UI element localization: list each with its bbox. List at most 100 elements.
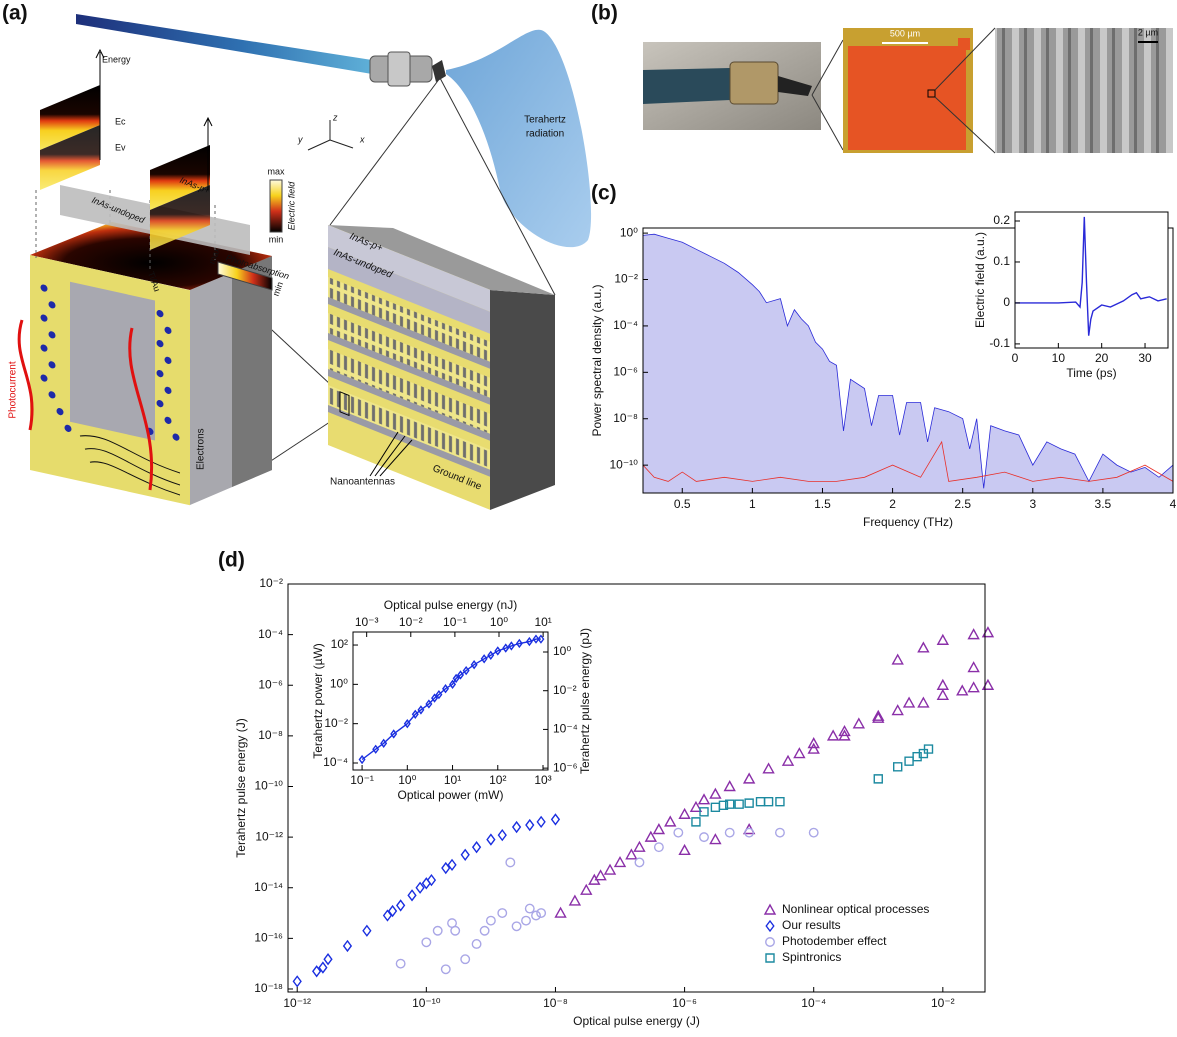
bottom-tick-label: 10³	[534, 773, 551, 787]
data-point	[969, 630, 979, 639]
data-point	[854, 719, 864, 728]
photocurrent-label: Photocurrent	[8, 361, 19, 418]
data-point	[556, 908, 566, 917]
micrograph-pad	[958, 38, 970, 50]
sem-image	[995, 28, 1173, 153]
bottom-tick-label: 1	[749, 497, 756, 511]
block-side	[490, 290, 555, 510]
y-axis-label: Power spectral density (a.u.)	[590, 284, 604, 436]
left-tick-label: 0	[1003, 295, 1010, 309]
data-point	[969, 663, 979, 672]
data-point	[692, 818, 700, 826]
axes-triad	[308, 120, 353, 150]
data-point	[983, 680, 993, 689]
panel-label: (b)	[591, 2, 618, 25]
data-point	[655, 843, 664, 852]
plot-background	[353, 632, 548, 770]
colorbar-label: min	[271, 280, 285, 297]
plot-background	[1015, 212, 1168, 348]
data-point	[893, 706, 903, 715]
y-axis-label: Terahertz pulse energy (J)	[234, 718, 248, 857]
left-tick-label: 10⁻²	[259, 576, 283, 590]
data-point	[634, 842, 644, 851]
y-axis-label: Terahertz power (µW)	[311, 643, 325, 759]
bottom-tick-label: 10⁻¹	[350, 773, 374, 787]
data-point	[957, 686, 967, 695]
data-point	[938, 690, 948, 699]
axis-label: x	[359, 134, 365, 144]
left-tick-label: 10⁻⁴	[613, 318, 638, 332]
data-point	[473, 842, 481, 852]
callout-label: Nanoantennas	[330, 477, 395, 488]
electrons-label: Electrons	[196, 428, 207, 470]
thz-beam	[446, 30, 591, 247]
data-point	[537, 817, 545, 827]
connector-nut	[388, 52, 410, 86]
data-point	[776, 828, 785, 837]
data-point	[499, 830, 507, 840]
x-axis-label: Optical pulse energy (J)	[573, 1014, 700, 1028]
data-point	[745, 828, 754, 837]
data-point	[969, 683, 979, 692]
data-point	[783, 756, 793, 765]
data-point	[363, 926, 371, 936]
data-point	[596, 871, 606, 880]
chart: 10⁻¹10⁰10¹10²10³10⁻⁴10⁻²10⁰10²10⁻³10⁻²10…	[311, 598, 592, 802]
data-point	[744, 774, 754, 783]
data-point	[680, 809, 690, 818]
bottom-tick-label: 10⁻¹²	[283, 996, 311, 1010]
data-point	[745, 799, 753, 807]
top-tick-label: 10⁻³	[355, 615, 379, 629]
bottom-tick-label: 10¹	[444, 773, 461, 787]
legend-marker	[766, 954, 774, 962]
left-tick-label: 10⁻⁶	[613, 364, 638, 378]
colorbar	[270, 180, 282, 232]
data-point	[537, 909, 546, 918]
left-tick-label: 0.2	[993, 213, 1010, 227]
left-tick-label: 0.1	[993, 254, 1010, 268]
left-tick-label: 10⁻⁸	[258, 728, 283, 742]
photo-connector	[730, 62, 778, 104]
rect-shape	[70, 282, 155, 441]
left-tick-label: 10⁻¹⁸	[254, 981, 283, 995]
x-axis-label: Frequency (THz)	[863, 515, 953, 529]
bottom-tick-label: 2	[889, 497, 896, 511]
data-point	[735, 800, 743, 808]
data-point	[498, 909, 507, 918]
left-tick-label: 10⁻⁸	[613, 411, 638, 425]
left-tick-label: 10⁻¹⁶	[254, 931, 283, 945]
data-point	[700, 833, 709, 842]
data-point	[828, 731, 838, 740]
left-tick-label: 10²	[331, 637, 348, 651]
data-point	[570, 896, 580, 905]
data-point	[506, 858, 515, 867]
data-point	[776, 798, 784, 806]
bottom-tick-label: 10⁻¹⁰	[412, 996, 441, 1010]
data-point	[757, 798, 765, 806]
data-point	[293, 976, 301, 986]
bottom-tick-label: 1.5	[814, 497, 831, 511]
axis-label: Energy	[102, 54, 131, 64]
data-point	[480, 926, 489, 935]
legend-label: Spintronics	[782, 950, 841, 964]
data-point	[552, 814, 560, 824]
data-point	[918, 643, 928, 652]
left-tick-label: 10⁰	[620, 225, 638, 239]
data-point	[938, 680, 948, 689]
line-shape	[308, 140, 330, 150]
left-tick-label: 10⁻¹⁰	[610, 457, 639, 471]
data-point	[522, 916, 531, 925]
data-point	[710, 835, 720, 844]
x-axis-label: Time (ps)	[1066, 366, 1116, 380]
line-shape	[330, 140, 353, 148]
data-point	[635, 858, 644, 867]
bottom-tick-label: 4	[1170, 497, 1177, 511]
bottom-tick-label: 0.5	[674, 497, 691, 511]
device-diagram: Terahertz radiation z y x I	[8, 14, 591, 510]
data-point	[905, 757, 913, 765]
left-tick-label: 10⁻²	[614, 272, 638, 286]
bottom-tick-label: 10⁻⁶	[672, 996, 697, 1010]
panel-label: (c)	[591, 182, 617, 205]
top-tick-label: 10⁻¹	[443, 615, 467, 629]
axis-label: z	[332, 112, 338, 122]
